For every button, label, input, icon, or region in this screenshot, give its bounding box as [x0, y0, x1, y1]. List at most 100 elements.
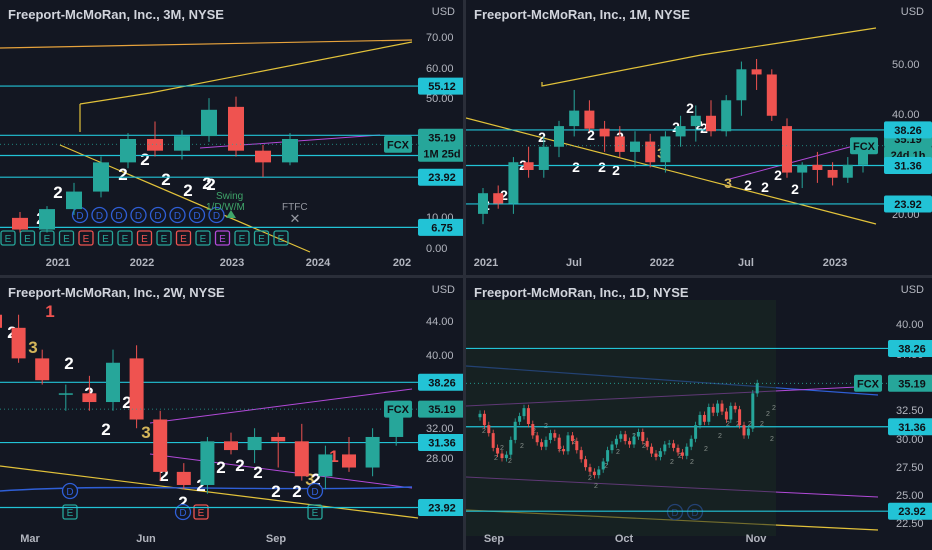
- candle-body-36: [636, 431, 640, 437]
- candle-body-63: [755, 383, 759, 394]
- candle-body-23: [579, 450, 583, 460]
- candle-body-5: [554, 126, 564, 147]
- level-badge-4-bg: [418, 218, 463, 236]
- candle-body-1: [493, 193, 504, 204]
- candle-body-57: [729, 405, 733, 420]
- price-tick-6: 22.50: [896, 518, 924, 530]
- chart-svg-2w[interactable]: 2132222322222223122DDDEEE44.0040.0032.00…: [0, 278, 463, 550]
- dividend-badge-0-text: D: [66, 487, 73, 498]
- candle-body-33: [623, 434, 627, 442]
- candle-body-6: [129, 358, 144, 420]
- period-annotation: 1/D/W/M: [206, 202, 245, 213]
- candle-body-49: [694, 425, 698, 439]
- count-label-14: 2: [271, 482, 280, 501]
- earnings-badge-4-text: E: [83, 234, 90, 245]
- earnings-badge-14-shape: [273, 230, 289, 246]
- trend-line-upper: [79, 41, 413, 105]
- level-badge-0-text: 38.26: [428, 377, 456, 389]
- count-label-5: 2: [161, 170, 170, 189]
- level-badge-1-bg: [418, 434, 463, 452]
- earnings-badge-2-text: E: [312, 508, 319, 519]
- price-tick-0: 50.00: [892, 59, 920, 71]
- candle-body-8: [513, 421, 517, 440]
- level-badge-0-bg: [418, 77, 463, 95]
- candle-body-12: [531, 424, 535, 436]
- pane-divider-horizontal[interactable]: [0, 275, 932, 278]
- candle-body-6: [569, 110, 580, 127]
- candle-body-28: [601, 461, 605, 470]
- candle-body-2: [487, 425, 491, 434]
- candle-body-18: [557, 437, 561, 450]
- level-badge-1-text: 31.36: [428, 438, 456, 450]
- count-label-8: 2: [612, 162, 620, 178]
- earnings-badge-10-text: E: [200, 234, 207, 245]
- earnings-badge-8-shape: [156, 230, 172, 246]
- dividend-badge-2-shape: [110, 206, 128, 224]
- dividend-badge-6-shape: [188, 206, 206, 224]
- count-label-1: 2: [53, 183, 62, 202]
- earnings-badge-3-text: E: [63, 234, 70, 245]
- count-label-13: 2: [253, 463, 262, 482]
- pane-title-1d: Freeport-McMoRan, Inc., 1D, NYSE: [474, 285, 689, 300]
- candle-body-60: [742, 425, 746, 436]
- candle-body-4: [538, 146, 549, 170]
- count-label-3: 2: [118, 165, 127, 184]
- x-tick-2: 2022: [650, 257, 674, 269]
- candle-body-14: [690, 115, 701, 127]
- candle-body-0: [478, 193, 488, 214]
- pane-2w[interactable]: 2132222322222223122DDDEEE44.0040.0032.00…: [0, 278, 463, 550]
- candle-body-8: [176, 471, 191, 485]
- candle-body-56: [724, 411, 728, 420]
- candle-body-22: [575, 441, 579, 451]
- ticker-badge-bg: [384, 135, 412, 153]
- candle-body-13: [294, 441, 309, 477]
- price-tick-4: 27.50: [896, 462, 924, 474]
- pane-3m[interactable]: 222222222DDDDDDDDEEEEEEEEEEEEEEESwing1/D…: [0, 0, 463, 275]
- candle-body-10: [282, 139, 298, 163]
- price-tick-3: 30.00: [896, 434, 924, 446]
- price-tick-1: 60.00: [426, 63, 454, 75]
- pane-1m[interactable]: 1222222222322223222250.0040.0030.0020.00…: [466, 0, 932, 275]
- candle-body-54: [716, 403, 720, 413]
- candle-body-32: [619, 434, 623, 439]
- ticker-badge-text: FCX: [853, 141, 876, 153]
- count-label-16: 2: [744, 177, 752, 193]
- ticker-badge-bg: [854, 374, 882, 392]
- candle-body-11: [526, 408, 530, 425]
- price-tick-2: 32.00: [426, 423, 454, 435]
- count-label-12: 2: [686, 100, 694, 116]
- earnings-badge-8-text: E: [161, 234, 168, 245]
- price-tick-2: 50.00: [426, 93, 454, 105]
- count-label-8: 2: [159, 466, 168, 485]
- count-label-10: 2: [196, 476, 205, 495]
- candle-body-17: [736, 69, 747, 101]
- pane-title-1m: Freeport-McMoRan, Inc., 1M, NYSE: [474, 7, 690, 22]
- candle-body-9: [614, 136, 625, 152]
- candle-body-7: [201, 109, 217, 137]
- pane-title-2w: Freeport-McMoRan, Inc., 2W, NYSE: [8, 285, 225, 300]
- candle-body-43: [667, 443, 671, 445]
- earnings-badge-12-shape: [234, 230, 250, 246]
- candle-body-15: [706, 115, 716, 132]
- pane-1d[interactable]: 2222222222222222222222222222DD40.0037.50…: [466, 278, 932, 550]
- x-tick-0: Mar: [20, 533, 40, 545]
- candle-body-39: [650, 446, 654, 454]
- chart-svg-1d[interactable]: 2222222222222222222222222222DD40.0037.50…: [466, 278, 932, 550]
- candle-body-34: [628, 441, 632, 445]
- earnings-badge-0-text: E: [5, 234, 12, 245]
- count-label-5: 2: [572, 159, 580, 175]
- count-label-18: 2: [311, 470, 320, 489]
- candle-body-8: [228, 106, 244, 151]
- chart-svg-1m[interactable]: 1222222222322223222250.0040.0030.0020.00…: [466, 0, 932, 275]
- candle-body-2: [66, 191, 82, 210]
- chart-svg-3m[interactable]: 222222222DDDDDDDDEEEEEEEEEEEEEEESwing1/D…: [0, 0, 463, 275]
- candle-body-25: [588, 467, 592, 472]
- count-label-2: 3: [28, 338, 37, 357]
- trend-line-upper: [541, 27, 877, 87]
- level-badge-0-text: 38.26: [894, 125, 922, 137]
- level-badge-1-text: 31.36: [894, 161, 922, 173]
- level-badge-4-text: 6.75: [431, 222, 452, 234]
- level-badge-0-bg: [888, 339, 932, 357]
- candle-body-23: [827, 169, 838, 178]
- dividend-badge-0-shape: [61, 482, 79, 500]
